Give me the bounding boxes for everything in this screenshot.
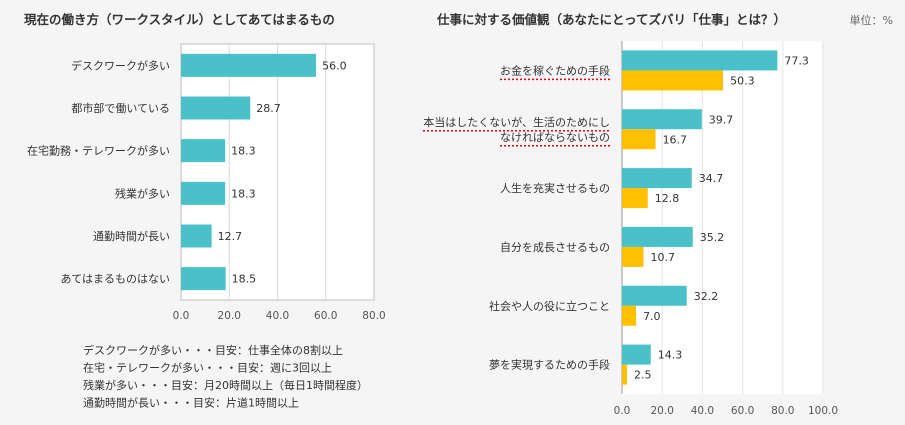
- left-category-label: 都市部で働いている: [71, 101, 170, 115]
- left-bar: [181, 96, 251, 120]
- left-value-label: 18.3: [231, 145, 256, 158]
- left-bar: [181, 267, 226, 291]
- left-category-label: あてはまるものはない: [60, 273, 170, 286]
- left-note: 在宅・テレワークが多い・・・目安：週に3回以上: [83, 361, 332, 375]
- right-category-label: 社会や人の役に立つこと: [489, 299, 610, 313]
- right-category-label: 夢を実現するための手段: [489, 358, 610, 372]
- right-bar-series1: [622, 109, 702, 130]
- right-x-tick-label: 60.0: [731, 405, 754, 417]
- left-chart-title: 現在の働き方（ワークスタイル）としてあてはまるもの: [24, 12, 335, 27]
- left-category-label: デスクワークが多い: [71, 58, 170, 72]
- left-category-label: 通勤時間が長い: [93, 229, 170, 243]
- left-bar: [181, 53, 317, 77]
- left-value-label: 18.5: [232, 273, 257, 286]
- right-bar-series2: [622, 364, 628, 385]
- right-chart: 仕事に対する価値観（あなたにとってズバリ「仕事」とは？） 単位：% お金を稼ぐた…: [423, 12, 893, 417]
- left-value-label: 12.7: [218, 230, 243, 243]
- left-x-tick-label: 40.0: [266, 310, 289, 322]
- unit-label: 単位：%: [850, 13, 893, 27]
- left-chart: 現在の働き方（ワークスタイル）としてあてはまるもの デスクワークが多い都市部で働…: [24, 12, 386, 410]
- right-value-label: 7.0: [643, 310, 661, 323]
- right-x-tick-label: 0.0: [614, 405, 631, 417]
- right-bar-series2: [622, 305, 637, 326]
- right-category-label: 人生を充実させるもの: [500, 181, 610, 195]
- right-category-label: なければならないもの: [500, 131, 610, 144]
- right-x-tick-label: 40.0: [691, 405, 714, 417]
- right-value-label: 50.3: [730, 74, 755, 87]
- left-note: 残業が多い・・・目安：月20時間以上（毎日1時間程度）: [83, 378, 368, 392]
- right-value-label: 39.7: [709, 113, 734, 126]
- right-value-label: 14.3: [658, 349, 683, 362]
- right-chart-title: 仕事に対する価値観（あなたにとってズバリ「仕事」とは？）: [436, 12, 786, 27]
- left-bar: [181, 224, 212, 248]
- left-value-label: 28.7: [256, 102, 281, 115]
- right-x-tick-label: 100.0: [808, 405, 838, 417]
- right-bar-series2: [622, 246, 644, 267]
- right-category-label: 自分を成長させるもの: [500, 241, 610, 254]
- left-bar: [181, 181, 226, 205]
- left-x-tick-label: 20.0: [218, 310, 241, 322]
- left-category-label: 残業が多い: [115, 186, 170, 200]
- left-note: 通勤時間が長い・・・目安：片道1時間以上: [83, 396, 299, 410]
- right-value-label: 2.5: [634, 369, 652, 382]
- right-x-tick-label: 20.0: [651, 405, 674, 417]
- left-note: デスクワークが多い・・・目安：仕事全体の8割以上: [83, 343, 343, 357]
- right-bar-series2: [622, 188, 648, 209]
- left-x-tick-label: 0.0: [173, 310, 190, 322]
- right-value-label: 77.3: [784, 54, 809, 67]
- left-bar: [181, 139, 226, 163]
- right-bar-series1: [622, 285, 687, 306]
- right-bar-series2: [622, 129, 656, 150]
- right-value-label: 34.7: [699, 172, 724, 185]
- right-value-label: 35.2: [700, 231, 725, 244]
- left-category-label: 在宅勤務・テレワークが多い: [27, 144, 170, 158]
- right-x-tick-label: 80.0: [771, 405, 794, 417]
- right-bar-series1: [622, 50, 778, 71]
- right-category-label: 本当はしたくないが、生活のためにし: [423, 115, 610, 129]
- left-value-label: 56.0: [322, 59, 347, 72]
- right-bar-series2: [622, 70, 724, 91]
- right-bar-series1: [622, 226, 693, 247]
- right-value-label: 16.7: [663, 133, 688, 146]
- right-value-label: 32.2: [694, 290, 719, 303]
- right-value-label: 12.8: [655, 192, 680, 205]
- right-value-label: 10.7: [651, 251, 676, 264]
- left-x-tick-label: 80.0: [362, 310, 385, 322]
- left-x-tick-label: 60.0: [314, 310, 337, 322]
- left-value-label: 18.3: [231, 187, 256, 200]
- right-bar-series1: [622, 344, 651, 365]
- right-bar-series1: [622, 168, 692, 189]
- right-category-label: お金を稼ぐための手段: [500, 63, 610, 77]
- right-plot-area: [622, 41, 823, 394]
